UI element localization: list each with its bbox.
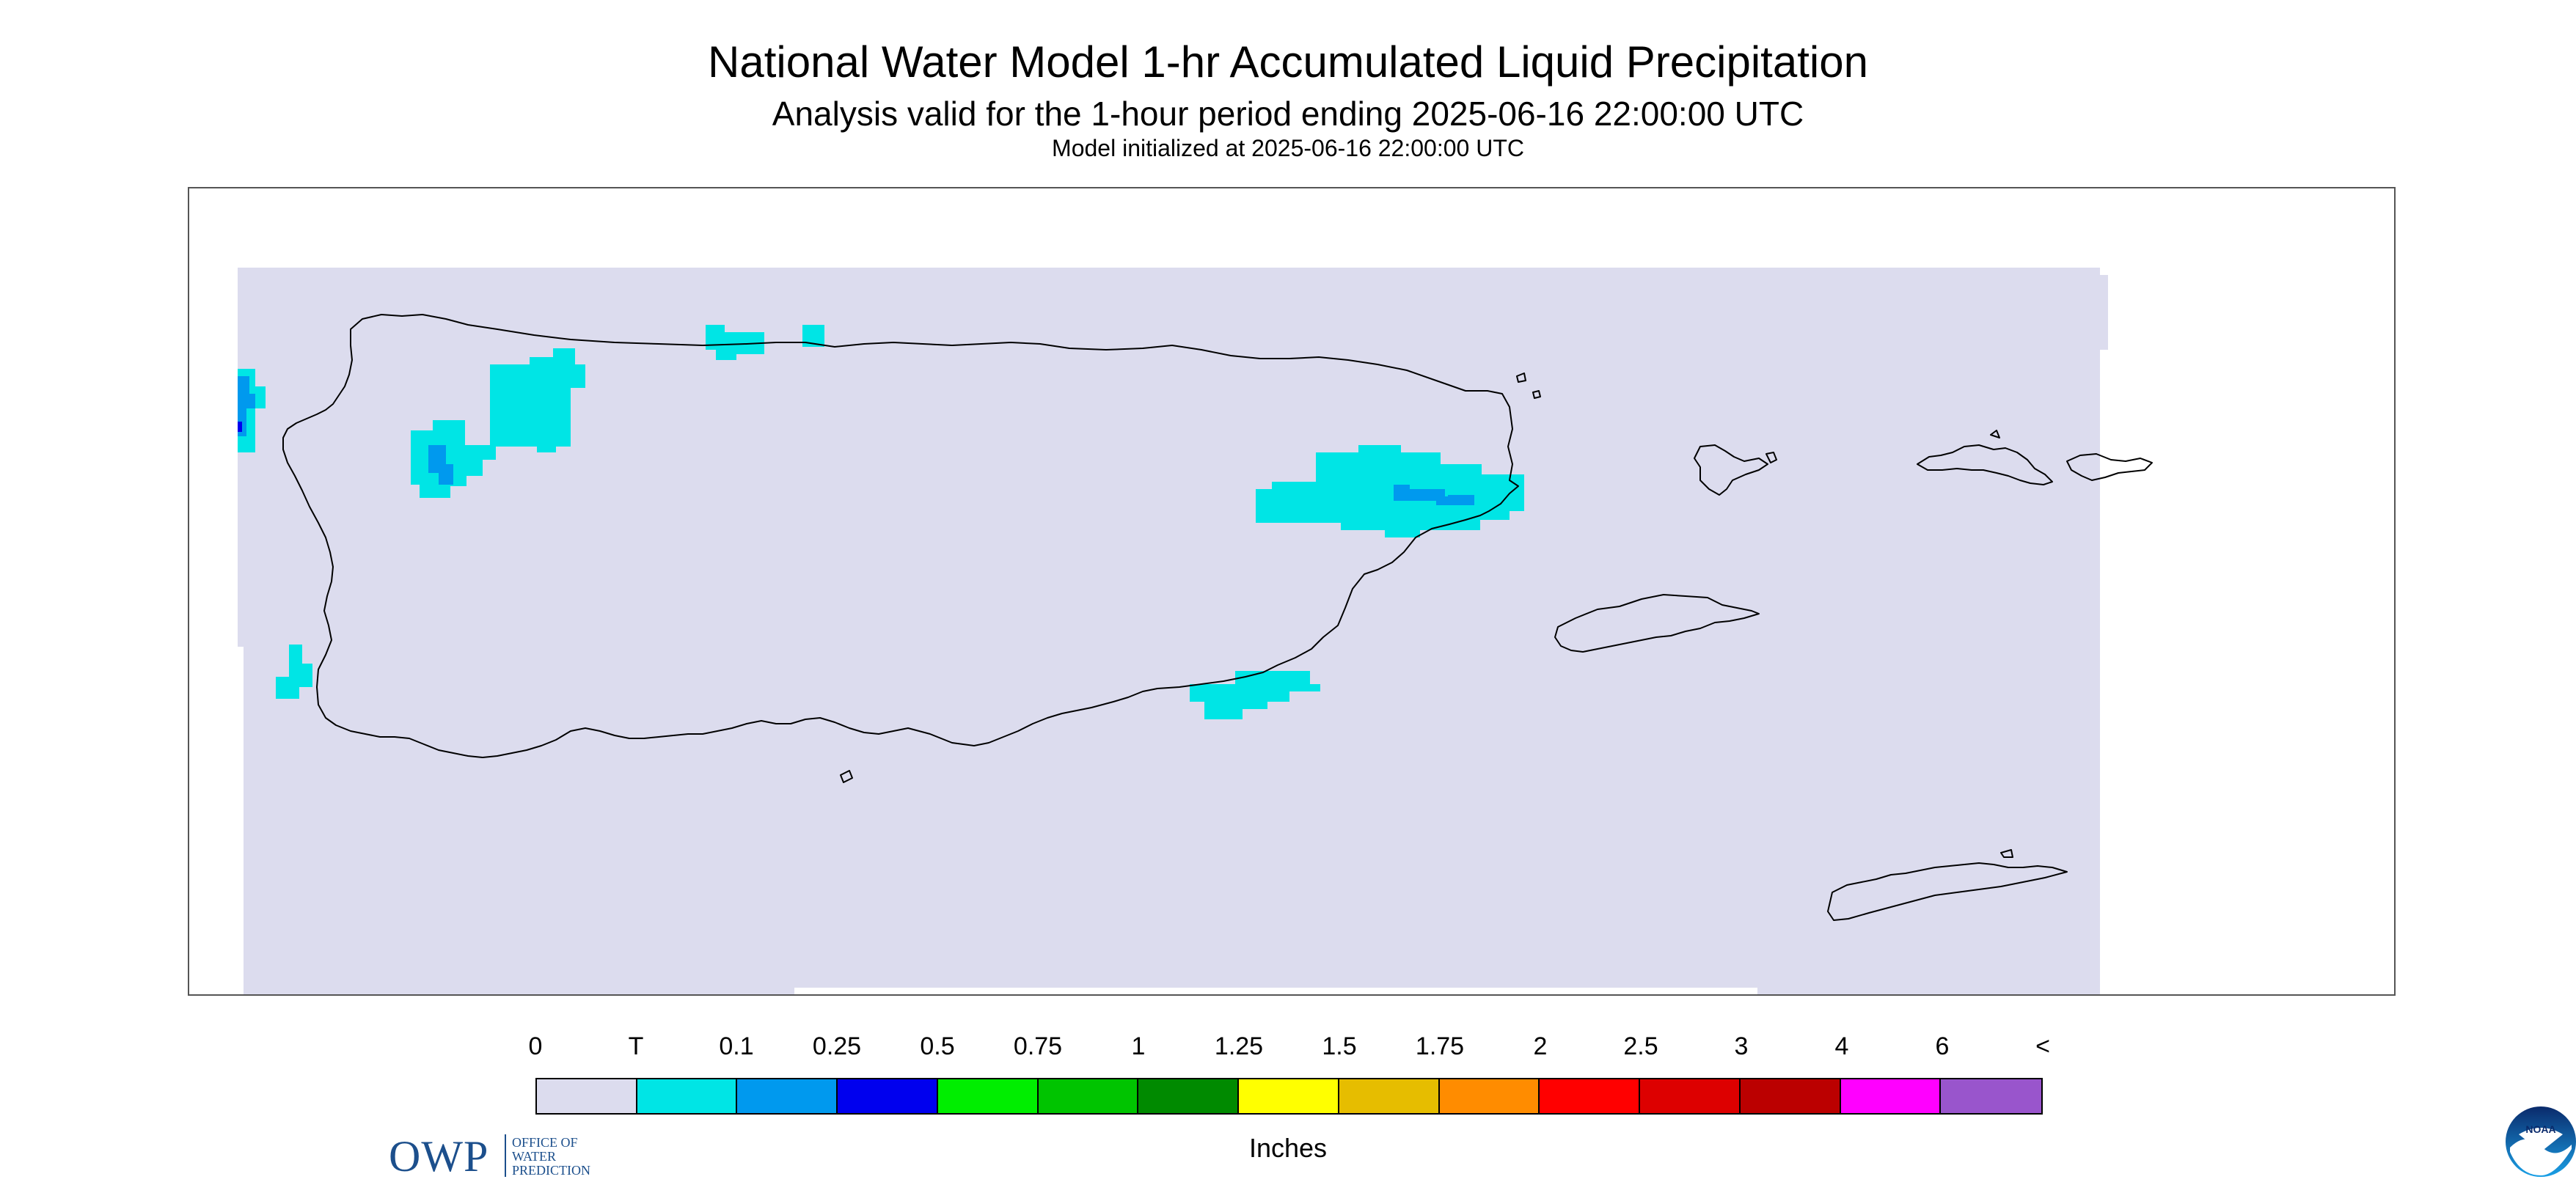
owp-logo-divider xyxy=(505,1134,506,1177)
legend-swatch xyxy=(937,1079,1039,1113)
legend-tick-label: 0.25 xyxy=(812,1032,862,1060)
legend-tick-label: 4 xyxy=(1834,1032,1849,1060)
precip-blob-southeast xyxy=(1190,671,1320,719)
precip-core-west xyxy=(428,445,453,485)
precip-blob-northwest xyxy=(490,348,585,452)
coastlines xyxy=(282,314,2153,921)
legend-swatch xyxy=(1640,1079,1741,1113)
precip-trace-areas xyxy=(238,325,1524,719)
legend-swatch xyxy=(1339,1079,1440,1113)
legend-tick-label: 0.75 xyxy=(1013,1032,1063,1060)
legend-swatch xyxy=(1038,1079,1139,1113)
icacos-islet xyxy=(1516,372,1541,399)
precip-core-northeast-b xyxy=(1448,495,1474,505)
legend-tick-label: 0.5 xyxy=(920,1032,955,1060)
legend-tick-label: 1.5 xyxy=(1322,1032,1357,1060)
legend-tick-label: 1.75 xyxy=(1415,1032,1465,1060)
legend-units: Inches xyxy=(1248,1133,1328,1163)
legend-swatch xyxy=(537,1079,637,1113)
legend-tick-label: 0 xyxy=(528,1032,543,1060)
legend-swatch xyxy=(1540,1079,1641,1113)
st-croix-island xyxy=(1827,849,2068,921)
vieques-island xyxy=(1554,594,1760,653)
legend-tick-label: 1.25 xyxy=(1214,1032,1264,1060)
legend-colorbar xyxy=(535,1078,2043,1115)
legend-swatch xyxy=(1439,1079,1540,1113)
puerto-rico-outline xyxy=(282,314,1519,758)
legend-tick-label: 6 xyxy=(1935,1032,1950,1060)
desecheo-island xyxy=(840,770,853,783)
map-title: National Water Model 1-hr Accumulated Li… xyxy=(708,37,1868,87)
owp-logo-abbrev: OWP xyxy=(389,1132,489,1181)
model-init-time: Model initialized at 2025-06-16 22:00:00… xyxy=(1052,135,1524,161)
precip-blob-northeast xyxy=(1256,445,1524,537)
map-panel: OWP OFFICE OF WATER PREDICTION NOAA xyxy=(188,187,2576,1178)
legend-swatch xyxy=(1138,1079,1240,1113)
noaa-logo: NOAA xyxy=(2506,1106,2576,1177)
st-thomas-island xyxy=(1917,430,2053,485)
legend-tick-label: 2.5 xyxy=(1623,1032,1658,1060)
st-john-island xyxy=(2066,453,2153,481)
precip-blob-north-coast-b xyxy=(802,325,824,347)
owp-logo-text: OFFICE OF WATER PREDICTION xyxy=(512,1136,590,1178)
precip-blob-north-coast-a xyxy=(706,325,764,360)
legend-swatch xyxy=(737,1079,838,1113)
owp-logo-line-3: PREDICTION xyxy=(512,1163,590,1178)
precip-core-west-edge xyxy=(238,376,255,436)
precip-field-background xyxy=(238,268,2108,994)
legend-swatch xyxy=(1840,1079,1942,1113)
legend-swatch xyxy=(1239,1079,1339,1113)
legend-swatch xyxy=(1740,1079,1841,1113)
legend-swatch xyxy=(1941,1079,2042,1113)
map-subtitle: Analysis valid for the 1-hour period end… xyxy=(772,95,1804,133)
precip-blob-west xyxy=(411,420,496,498)
legend-tick-label: < xyxy=(2035,1032,2050,1060)
precip-light-areas xyxy=(238,376,1474,505)
legend-tick-label: 0.1 xyxy=(719,1032,754,1060)
legend-tick-label: 3 xyxy=(1734,1032,1749,1060)
precip-blob-west-small xyxy=(276,645,312,699)
precip-core-dark xyxy=(238,422,242,432)
precip-map xyxy=(238,268,2153,994)
owp-logo-line-1: OFFICE OF xyxy=(512,1135,578,1150)
legend-tick-label: T xyxy=(628,1032,644,1060)
legend-tick-label: 1 xyxy=(1131,1032,1146,1060)
noaa-logo-text: NOAA xyxy=(2525,1123,2555,1135)
owp-logo-line-2: WATER xyxy=(512,1149,556,1164)
culebra-island xyxy=(1694,444,1777,496)
legend-tick-label: 2 xyxy=(1533,1032,1548,1060)
legend-swatch xyxy=(838,1079,938,1113)
legend-swatch xyxy=(637,1079,738,1113)
